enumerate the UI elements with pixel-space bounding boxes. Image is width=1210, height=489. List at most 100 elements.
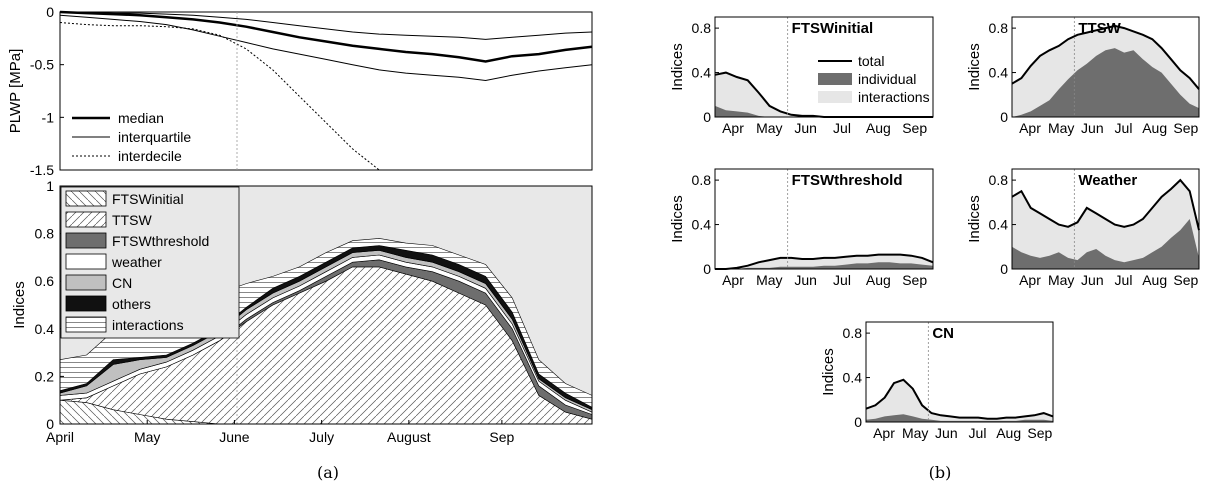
legend-label-ftswthreshold: FTSWthreshold [112,233,209,249]
indices-legend: FTSWinitial TTSW FTSWthreshold weather CN oth… [60,186,240,339]
ytick-label: 0.4 [989,217,1009,233]
legend-swatch-ttsw [65,211,107,228]
ytick-label: 0 [1000,109,1008,125]
plwp-ylabel: PLWP [MPa] [7,49,24,133]
indices-xtick-label: Sep [489,429,514,445]
plwp-plot-area [59,11,593,171]
ytick-label: 0.8 [989,20,1009,36]
panel-title: TTSW [1078,20,1121,37]
legend-individual-label: individual [858,71,916,87]
legend-label-ftswinitial: FTSWinitial [112,191,184,207]
xtick-label: Aug [1142,120,1167,136]
xtick-label: Jul [833,120,851,136]
small-legend: total individual interactions [818,53,930,105]
plwp-ytick-label: 0 [46,4,54,20]
panel-ftswthreshold: 0 0.4 0.8 Apr May Jun Jul Aug Sep Indices FTSWthre… [669,168,934,288]
xtick-label: Sep [902,120,927,136]
legend-interactions-label: interactions [858,89,930,105]
xtick-label: Aug [866,272,891,288]
indices-y-ticks: 0 0.2 0.4 0.6 0.8 1 [35,178,64,432]
indices-ytick-label: 1 [46,178,54,194]
legend-label-interactions: interactions [112,317,184,333]
xtick-label: Aug [866,120,891,136]
ytick-label: 0.4 [843,370,863,386]
ytick-label: 0.8 [843,325,863,341]
xtick-label: May [1048,272,1074,288]
indices-ytick-label: 0.2 [35,368,55,384]
xtick-label: Jun [794,120,817,136]
indices-x-ticks: April May June July August Sep [46,420,515,445]
total-line [1011,24,1200,90]
xtick-label: Aug [1142,272,1167,288]
ytick-label: 0 [854,414,862,430]
xtick-label: Apr [722,272,744,288]
indices-ytick-label: 0.8 [35,226,55,242]
xtick-label: Apr [722,120,744,136]
legend-label-ttsw: TTSW [112,212,152,228]
xtick-label: Aug [996,425,1021,441]
xtick-label: Apr [873,425,895,441]
xtick-label: Apr [1019,120,1041,136]
plwp-ytick-label: -1 [42,109,55,125]
xtick-label: Jul [969,425,987,441]
legend-swatch-others [65,295,107,312]
legend-swatch-ftswinitial [65,190,107,207]
ytick-label: 0.8 [692,20,712,36]
legend-interdecile-label: interdecile [118,148,182,164]
xtick-label: May [902,425,928,441]
plwp-y-ticks: 0 -0.5 -1 -1.5 [30,4,64,178]
plwp-legend: median interquartile interdecile [72,110,191,164]
total-line [1011,178,1200,231]
ytick-label: 0.4 [692,217,712,233]
panel-frame [1011,168,1200,270]
individual-area [1012,48,1199,117]
indices-ytick-label: 0 [46,416,54,432]
ytick-label: 0 [703,109,711,125]
legend-individual-swatch [818,73,852,85]
xtick-label: Jun [1081,120,1104,136]
panel-ttsw: 0 0.4 0.8 Apr May Jun Jul Aug Sep Indices TTSW [966,16,1200,136]
xtick-label: Sep [1173,272,1198,288]
legend-label-others: others [112,296,151,312]
total-line [715,253,934,270]
panel-frame [714,16,934,118]
individual-area [866,414,1053,422]
indices-ytick-label: 0.4 [35,321,55,337]
indices-panel: 0 0.2 0.4 0.6 0.8 1 April May June July August Sep… [11,178,593,445]
indices-ylabel: Indices [11,281,28,329]
plwp-line-median [59,10,593,63]
plwp-ytick-label: -0.5 [30,57,54,73]
plwp-panel: 0 -0.5 -1 -1.5 PLWP [MPa] median interquart… [7,4,593,178]
ytick-label: 0 [703,261,711,277]
interactions-area [1012,180,1199,269]
legend-label-weather: weather [111,254,162,270]
legend-total-label: total [858,53,884,69]
legend-median-label: median [118,110,164,126]
ytick-label: 0.8 [989,172,1009,188]
legend-interquartile-label: interquartile [118,129,191,145]
panel-ylabel: Indices [966,43,983,91]
xtick-label: Apr [1019,272,1041,288]
indices-xtick-label: May [134,429,160,445]
caption-a: (a) [317,463,339,482]
plwp-line-interdecile [59,22,592,171]
panel-frame [714,168,934,270]
plwp-line-interquartile [60,12,593,40]
xtick-label: May [756,120,782,136]
panel-frame [865,321,1054,423]
xtick-label: Jul [1115,120,1133,136]
panel-title: FTSWinitial [792,20,874,37]
panel-ylabel: Indices [966,195,983,243]
xtick-label: Jun [935,425,958,441]
panel-title: Weather [1078,172,1137,189]
indices-xtick-label: June [219,429,250,445]
xtick-label: Jul [833,272,851,288]
legend-swatch-weather [65,253,107,270]
legend-interactions-swatch [818,91,852,103]
indices-frame [59,185,593,425]
ytick-label: 0 [1000,261,1008,277]
panel-frame [1011,16,1200,118]
individual-area [715,262,933,269]
panel-bg [715,169,933,269]
